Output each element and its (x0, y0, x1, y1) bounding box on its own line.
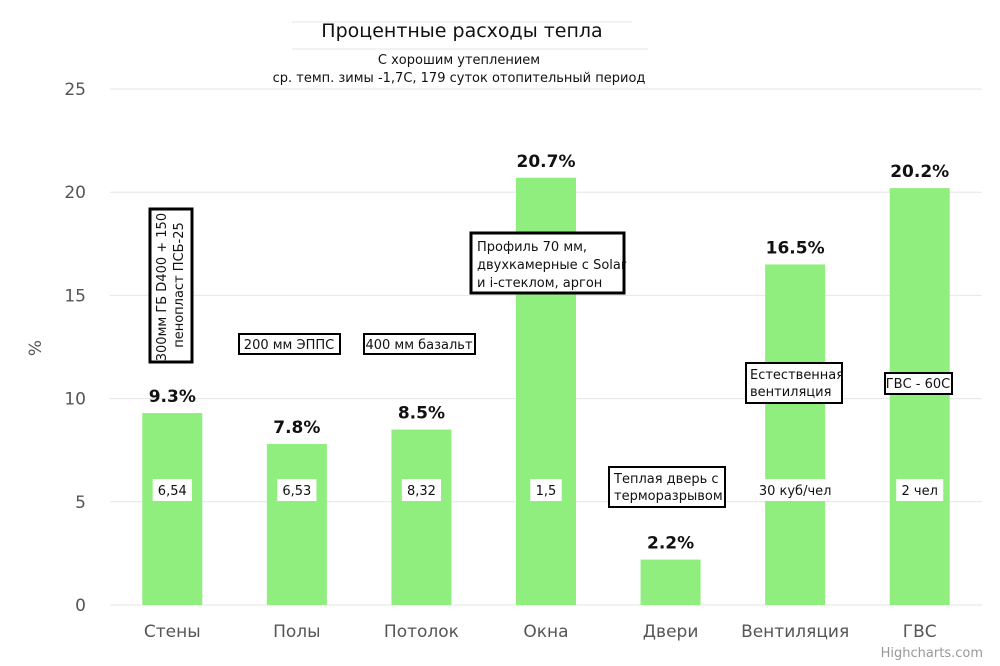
svg-text:8,32: 8,32 (407, 484, 436, 499)
svg-text:6,54: 6,54 (158, 484, 187, 499)
annotation-windows: Профиль 70 мм, двухкамерные с Solar и i-… (469, 231, 630, 295)
svg-text:1,5: 1,5 (536, 484, 557, 499)
y-tick-label: 15 (64, 286, 86, 306)
annotation-walls: 300мм ГБ D400 + 150 пенопласт ПСБ-25 (148, 207, 194, 364)
y-tick-label: 20 (64, 183, 86, 203)
x-tick-label: Полы (273, 622, 320, 642)
bar[interactable] (765, 264, 826, 605)
x-tick-label: Окна (523, 622, 568, 642)
inner-label: 8,32 (401, 479, 442, 501)
inner-label: 6,54 (152, 479, 192, 501)
data-labels: 9.3% 7.8% 8.5% 20.7% 2.2% 16.5% 20.2% (149, 152, 949, 554)
annotation-doors: Теплая дверь с терморазрывом (608, 466, 726, 508)
data-label: 2.2% (647, 534, 694, 554)
inner-label: 30 куб/чел (752, 479, 839, 501)
annotation-ventilation-text: Естественная вентиляция (750, 368, 848, 400)
bars (142, 177, 950, 605)
x-axis-ticks: Стены Полы Потолок Окна Двери Вентиляция ГВС (144, 622, 937, 642)
annotation-doors-text: Теплая дверь с терморазрывом (613, 472, 723, 504)
x-tick-label: ГВС (903, 622, 937, 642)
x-tick-label: Стены (144, 622, 201, 642)
svg-text:30 куб/чел: 30 куб/чел (759, 484, 832, 499)
svg-text:2 чел: 2 чел (902, 484, 938, 499)
inner-label: 2 чел (896, 479, 944, 501)
data-label: 20.2% (890, 162, 949, 182)
data-label: 7.8% (273, 418, 320, 438)
annotation-hot-water: ГВС - 60С (884, 372, 953, 395)
bar[interactable] (889, 188, 950, 605)
bar[interactable] (640, 559, 701, 605)
bar[interactable] (266, 444, 327, 605)
x-tick-label: Вентиляция (741, 622, 849, 642)
annotation-hot-water-text: ГВС - 60С (886, 377, 951, 392)
annotation-floors: 200 мм ЭППС (238, 333, 341, 355)
annotation-ceiling-text: 400 мм базальт (365, 338, 473, 353)
bar[interactable] (391, 429, 452, 605)
y-tick-label: 5 (75, 493, 86, 513)
chart-title: Процентные расходы тепла (321, 20, 602, 42)
bar[interactable] (142, 413, 203, 605)
data-label: 9.3% (149, 387, 196, 407)
y-tick-label: 0 (75, 596, 86, 616)
x-tick-label: Двери (643, 622, 699, 642)
y-tick-label: 25 (64, 80, 86, 100)
annotation-walls-text: 300мм ГБ D400 + 150 пенопласт ПСБ-25 (155, 209, 187, 361)
annotation-windows-text: Профиль 70 мм, двухкамерные с Solar и i-… (477, 240, 630, 291)
y-axis-label: % (26, 340, 46, 356)
data-label: 16.5% (766, 238, 825, 258)
chart-subtitle-line-2: ср. темп. зимы -1,7С, 179 суток отопител… (273, 71, 646, 86)
highcharts-credit[interactable]: Highcharts.com (881, 646, 983, 661)
inner-label: 6,53 (277, 479, 317, 501)
inner-label: 1,5 (530, 479, 562, 501)
chart-subtitle-line-1: С хорошим утеплением (378, 53, 540, 68)
y-axis-ticks: 0 5 10 15 20 25 (64, 80, 86, 616)
svg-text:6,53: 6,53 (282, 484, 311, 499)
data-label: 8.5% (398, 404, 445, 424)
annotation-ceiling: 400 мм базальт (363, 333, 476, 355)
x-tick-label: Потолок (384, 622, 459, 642)
annotation-ventilation: Естественная вентиляция (745, 362, 848, 404)
data-label: 20.7% (517, 152, 576, 172)
y-tick-label: 10 (64, 390, 86, 410)
annotation-floors-text: 200 мм ЭППС (244, 338, 334, 353)
